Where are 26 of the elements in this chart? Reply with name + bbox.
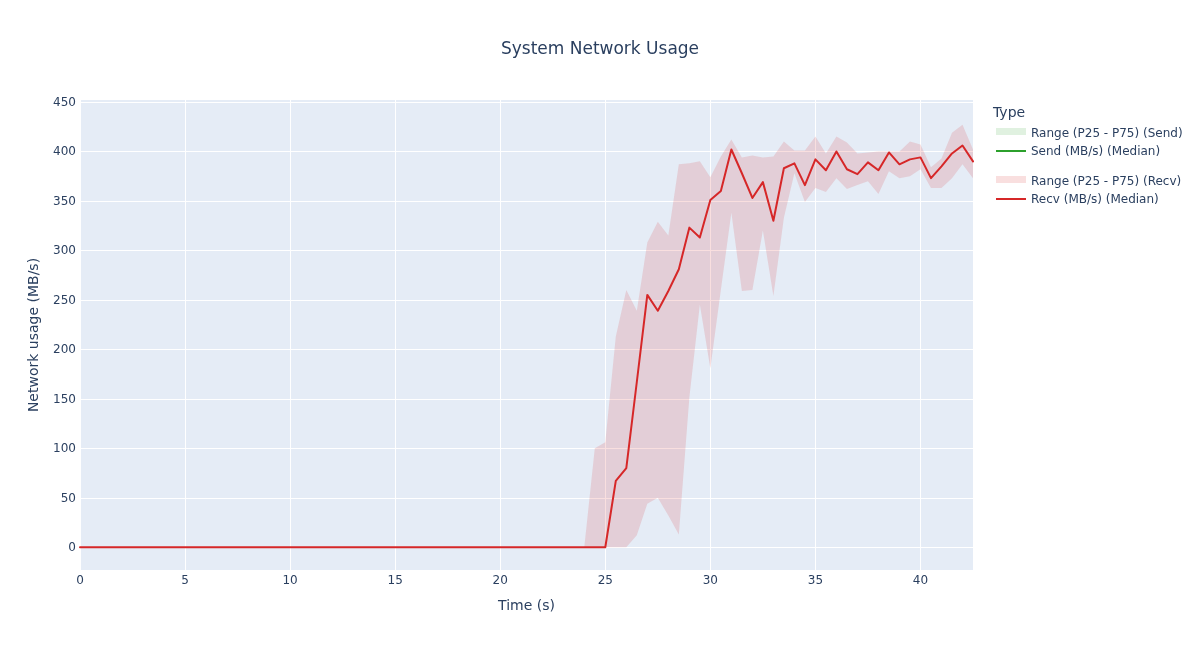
y-tick-label: 300 xyxy=(53,243,76,258)
y-tick-label: 200 xyxy=(53,342,76,357)
text: Range (P25 - P75) (Recv) xyxy=(1031,173,1182,188)
y-tick-label: 400 xyxy=(53,144,76,159)
y-tick-label: 0 xyxy=(68,540,76,555)
x-tick-label: 40 xyxy=(912,573,929,587)
x-tick-label: 35 xyxy=(807,573,824,587)
x-tick-label: 15 xyxy=(387,573,403,587)
y-tick-label: 100 xyxy=(53,441,76,456)
y-tick-label: 250 xyxy=(53,292,76,307)
y-tick-label: 50 xyxy=(60,490,76,505)
y-tick-label: 350 xyxy=(53,193,76,208)
legend-title: Type xyxy=(992,104,1026,120)
text: Range (P25 - P75) (Send) xyxy=(1031,125,1183,140)
chart-title: System Network Usage xyxy=(500,37,700,58)
legend-label: Send (MB/s) (Median) xyxy=(1031,144,1161,158)
y-tick-label: 450 xyxy=(53,94,76,109)
x-axis-title: Time (s) xyxy=(497,597,555,613)
x-tick-label: 30 xyxy=(702,573,718,587)
y-tick-label: 150 xyxy=(53,391,76,406)
y-axis-title: Network usage (MB/s) xyxy=(25,257,41,413)
x-tick-label: 20 xyxy=(492,573,508,587)
x-tick-label: 5 xyxy=(181,573,189,587)
x-tick-label: 25 xyxy=(597,573,613,587)
x-tick-label: 10 xyxy=(282,573,298,587)
legend-label: Recv (MB/s) (Median) xyxy=(1031,192,1159,206)
